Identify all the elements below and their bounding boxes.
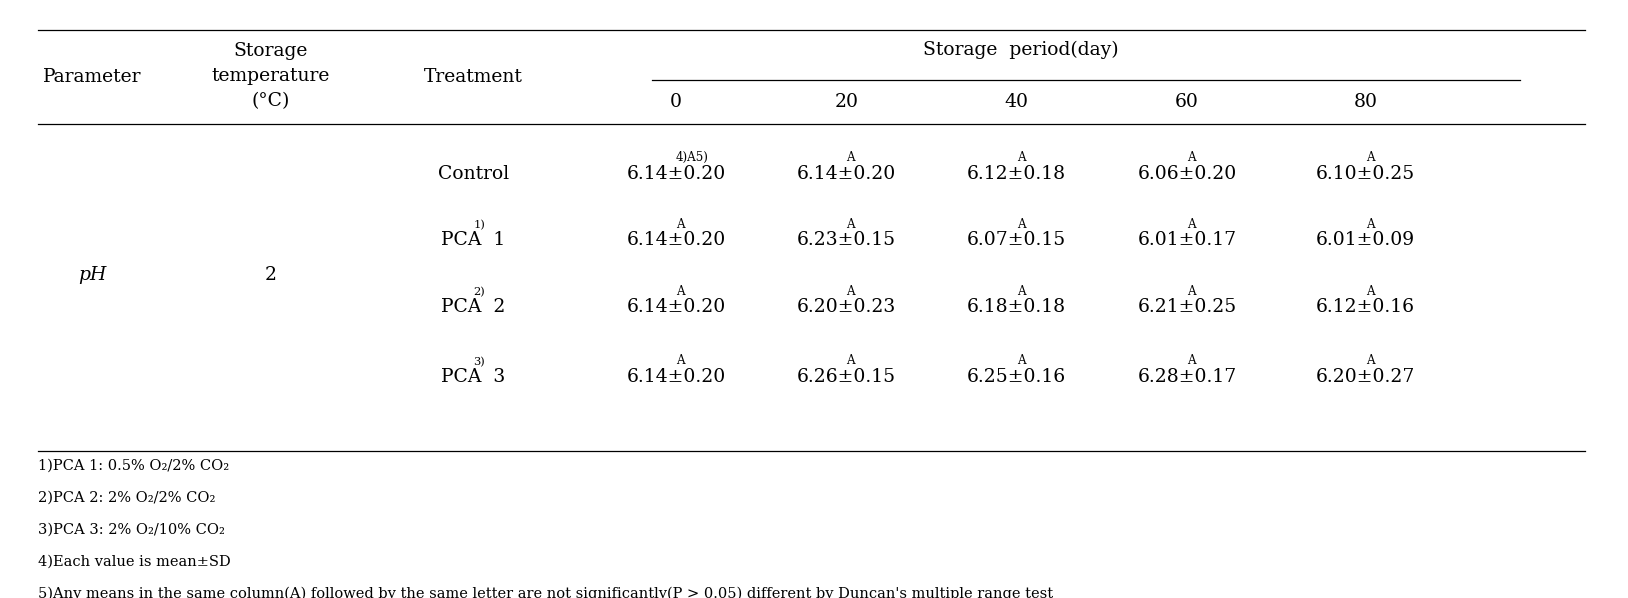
Text: 6.06±0.20: 6.06±0.20 [1138,164,1237,182]
Text: 6.18±0.18: 6.18±0.18 [967,298,1066,316]
Text: 6.07±0.15: 6.07±0.15 [967,231,1066,249]
Text: 6.12±0.18: 6.12±0.18 [967,164,1066,182]
Text: 3)PCA 3: 2% O₂/10% CO₂: 3)PCA 3: 2% O₂/10% CO₂ [39,523,225,537]
Text: 1)PCA 1: 0.5% O₂/2% CO₂: 1)PCA 1: 0.5% O₂/2% CO₂ [39,458,230,472]
Text: Storage  period(day): Storage period(day) [923,41,1118,59]
Text: 40: 40 [1004,93,1029,111]
Text: 5)Any means in the same column(A) followed by the same letter are not significan: 5)Any means in the same column(A) follow… [39,587,1053,598]
Text: 6.25±0.16: 6.25±0.16 [967,368,1066,386]
Text: 6.14±0.20: 6.14±0.20 [627,164,726,182]
Text: Treatment: Treatment [423,68,523,86]
Text: A: A [1366,285,1374,298]
Text: 6.14±0.20: 6.14±0.20 [796,164,895,182]
Text: A: A [1187,151,1197,164]
Text: 6.20±0.23: 6.20±0.23 [796,298,895,316]
Text: PCA  3: PCA 3 [441,368,505,386]
Text: 6.23±0.15: 6.23±0.15 [796,231,895,249]
Text: A: A [676,354,685,367]
Text: A: A [676,218,685,231]
Text: 6.01±0.17: 6.01±0.17 [1138,231,1237,249]
Text: 6.28±0.17: 6.28±0.17 [1138,368,1237,386]
Text: A: A [1018,218,1026,231]
Text: A: A [847,285,855,298]
Text: 6.14±0.20: 6.14±0.20 [627,298,726,316]
Text: 6.14±0.20: 6.14±0.20 [627,368,726,386]
Text: 3): 3) [474,356,485,367]
Text: 0: 0 [671,93,682,111]
Text: A: A [1366,354,1374,367]
Text: 6.14±0.20: 6.14±0.20 [627,231,726,249]
Text: 6.01±0.09: 6.01±0.09 [1315,231,1415,249]
Text: 20: 20 [835,93,858,111]
Text: (°C): (°C) [251,92,290,110]
Text: 6.12±0.16: 6.12±0.16 [1315,298,1415,316]
Text: A: A [1366,218,1374,231]
Text: PCA  1: PCA 1 [441,231,505,249]
Text: A: A [1018,151,1026,164]
Text: pH: pH [78,266,106,284]
Text: A: A [1018,354,1026,367]
Text: A: A [847,354,855,367]
Text: A: A [676,285,685,298]
Text: PCA  2: PCA 2 [441,298,505,316]
Text: A: A [1187,218,1197,231]
Text: 6.21±0.25: 6.21±0.25 [1138,298,1237,316]
Text: Storage: Storage [233,42,308,60]
Text: 80: 80 [1353,93,1377,111]
Text: 6.10±0.25: 6.10±0.25 [1315,164,1415,182]
Text: A: A [1018,285,1026,298]
Text: Control: Control [438,164,510,182]
Text: A: A [847,151,855,164]
Text: A: A [1187,354,1197,367]
Text: 4)Each value is mean±SD: 4)Each value is mean±SD [39,555,231,569]
Text: A: A [1366,151,1374,164]
Text: A: A [1187,285,1197,298]
Text: Parameter: Parameter [42,68,142,86]
Text: 6.26±0.15: 6.26±0.15 [796,368,895,386]
Text: 60: 60 [1175,93,1200,111]
Text: 1): 1) [474,221,485,231]
Text: 2): 2) [474,287,485,298]
Text: 2: 2 [264,266,277,284]
Text: A: A [847,218,855,231]
Text: 6.20±0.27: 6.20±0.27 [1315,368,1415,386]
Text: temperature: temperature [212,67,329,85]
Text: 4)A5): 4)A5) [676,151,708,164]
Text: 2)PCA 2: 2% O₂/2% CO₂: 2)PCA 2: 2% O₂/2% CO₂ [39,490,217,505]
